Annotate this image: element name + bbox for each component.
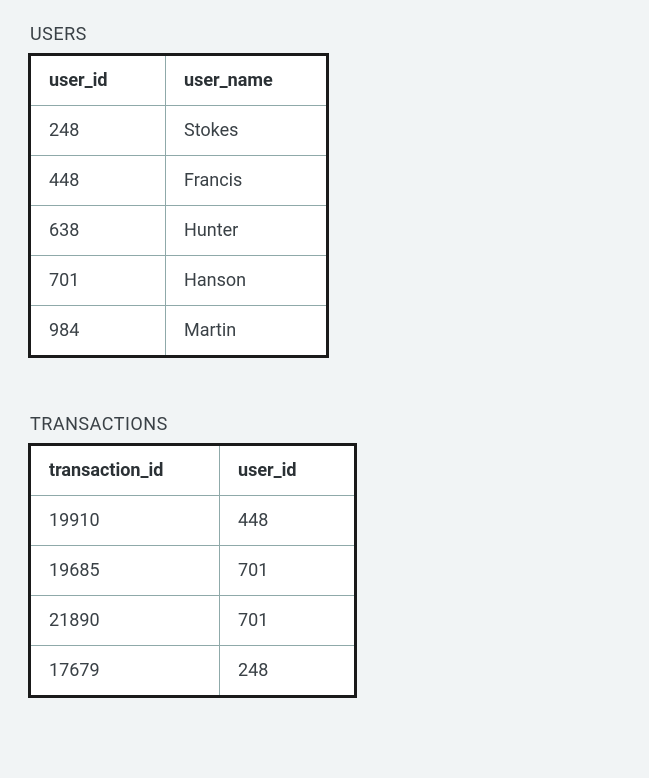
table-row: 638 Hunter xyxy=(30,206,328,256)
table-row: 984 Martin xyxy=(30,306,328,357)
table-cell: 701 xyxy=(220,596,356,646)
table-row: 17679 248 xyxy=(30,646,356,697)
table-cell: Hunter xyxy=(166,206,328,256)
column-header: user_name xyxy=(166,55,328,106)
table-header-row: user_id user_name xyxy=(30,55,328,106)
table-cell: 21890 xyxy=(30,596,220,646)
transactions-table: transaction_id user_id 19910 448 19685 7… xyxy=(28,443,357,698)
table-row: 448 Francis xyxy=(30,156,328,206)
table-cell: 984 xyxy=(30,306,166,357)
table-cell: 448 xyxy=(220,496,356,546)
transactions-table-title: TRANSACTIONS xyxy=(30,414,621,435)
table-cell: Martin xyxy=(166,306,328,357)
table-cell: 248 xyxy=(30,106,166,156)
table-cell: 638 xyxy=(30,206,166,256)
table-cell: 701 xyxy=(30,256,166,306)
table-cell: 19685 xyxy=(30,546,220,596)
table-cell: 19910 xyxy=(30,496,220,546)
table-cell: 248 xyxy=(220,646,356,697)
column-header: user_id xyxy=(220,445,356,496)
table-cell: Stokes xyxy=(166,106,328,156)
users-table-title: USERS xyxy=(30,24,621,45)
table-row: 248 Stokes xyxy=(30,106,328,156)
table-header-row: transaction_id user_id xyxy=(30,445,356,496)
column-header: user_id xyxy=(30,55,166,106)
transactions-table-section: TRANSACTIONS transaction_id user_id 1991… xyxy=(28,414,621,698)
table-row: 19685 701 xyxy=(30,546,356,596)
table-row: 701 Hanson xyxy=(30,256,328,306)
column-header: transaction_id xyxy=(30,445,220,496)
table-cell: 701 xyxy=(220,546,356,596)
table-cell: Francis xyxy=(166,156,328,206)
users-table-section: USERS user_id user_name 248 Stokes 448 F… xyxy=(28,24,621,358)
users-table: user_id user_name 248 Stokes 448 Francis… xyxy=(28,53,329,358)
table-row: 19910 448 xyxy=(30,496,356,546)
table-cell: Hanson xyxy=(166,256,328,306)
table-cell: 448 xyxy=(30,156,166,206)
table-row: 21890 701 xyxy=(30,596,356,646)
table-cell: 17679 xyxy=(30,646,220,697)
